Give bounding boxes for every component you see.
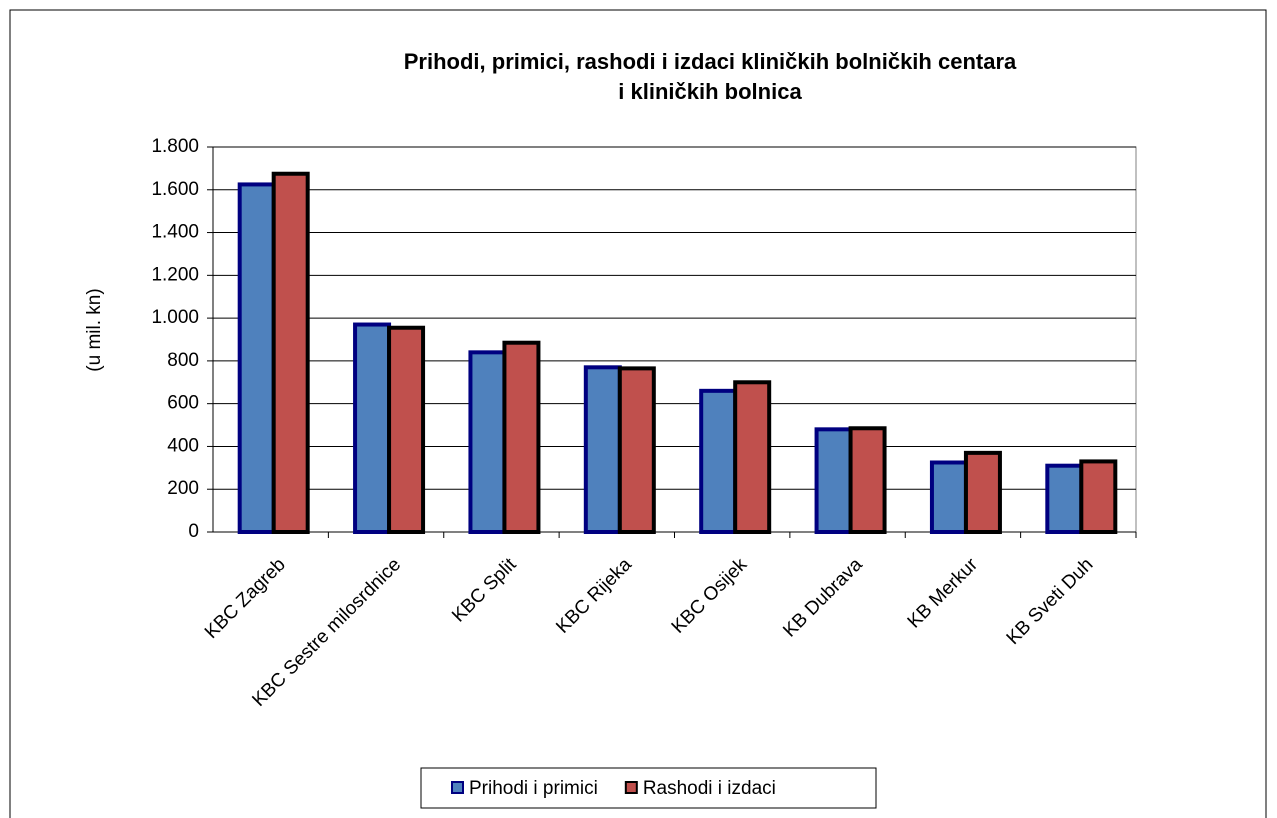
- y-tick-label: 1.800: [151, 136, 199, 157]
- bar: [583, 365, 622, 534]
- legend: Prihodi i primici Rashodi i izdaci: [420, 767, 877, 809]
- bar: [617, 366, 656, 534]
- bar: [848, 426, 887, 534]
- bar: [699, 388, 738, 535]
- bar: [963, 450, 1002, 534]
- chart-title: Prihodi, primici, rashodi i izdaci klini…: [404, 49, 1017, 74]
- legend-swatch: [451, 781, 464, 794]
- bar: [468, 350, 507, 535]
- bar: [387, 325, 426, 534]
- bar: [502, 340, 541, 535]
- bar: [271, 171, 310, 534]
- legend-box: [420, 767, 877, 809]
- bar: [733, 380, 772, 534]
- chart-title: i kliničkih bolnica: [618, 79, 802, 104]
- y-tick-label: 1.400: [151, 222, 199, 243]
- y-tick-label: 1.600: [151, 179, 199, 200]
- bar: [814, 427, 853, 535]
- bar: [237, 182, 276, 535]
- bar: [929, 460, 968, 534]
- bar: [353, 322, 392, 534]
- y-axis-label: (u mil. kn): [84, 288, 105, 371]
- y-tick-label: 600: [167, 393, 199, 414]
- y-tick-label: 1.000: [151, 307, 199, 328]
- y-tick-label: 200: [167, 478, 199, 499]
- legend-label: Rashodi i izdaci: [643, 778, 776, 799]
- legend-swatch: [624, 781, 638, 794]
- y-tick-label: 400: [167, 435, 199, 456]
- y-tick-label: 1.200: [151, 264, 199, 285]
- legend-label: Prihodi i primici: [469, 778, 598, 799]
- y-tick-label: 800: [167, 350, 199, 371]
- y-tick-label: 0: [188, 521, 199, 542]
- bar: [1045, 463, 1084, 535]
- bar: [1079, 459, 1118, 534]
